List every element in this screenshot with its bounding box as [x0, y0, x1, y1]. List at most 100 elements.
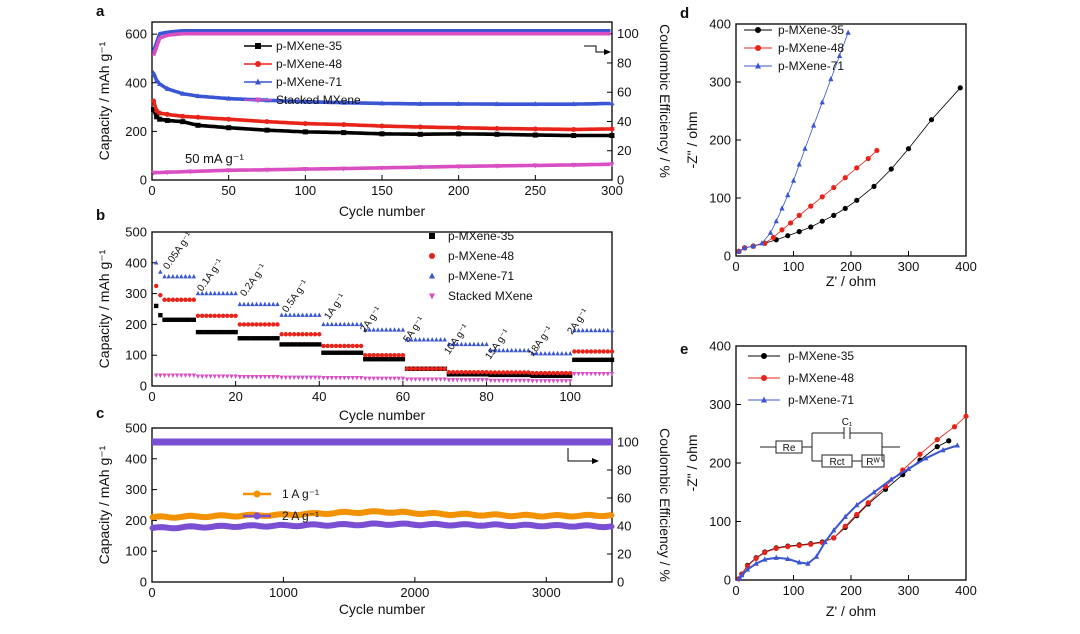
data-point-c-0 [149, 514, 155, 520]
data-point-b-3 [199, 374, 205, 379]
data-point-b-3 [392, 376, 397, 381]
data-point-b-1 [225, 313, 230, 318]
data-point-a-2 [379, 100, 385, 106]
efficiency-line-a [151, 31, 611, 57]
data-point-b-1 [179, 297, 184, 302]
data-point-b-1 [383, 353, 389, 358]
legend-label-d: p-MXene-71 [778, 59, 844, 73]
x-tick-label-a: 0 [148, 183, 155, 198]
data-point-b-2 [409, 337, 414, 342]
data-point-b-1 [475, 369, 481, 375]
data-point-b-3 [563, 379, 569, 384]
data-point-b-1 [325, 343, 330, 349]
data-point-b-3 [346, 375, 351, 381]
data-point-b-3 [400, 376, 406, 381]
data-point-b-2 [496, 347, 502, 353]
data-point-c-0 [182, 514, 188, 520]
data-point-c-1 [248, 523, 254, 529]
data-point-b-0 [363, 357, 368, 362]
data-point-b-1 [245, 322, 251, 327]
data-point-b-0 [279, 342, 284, 347]
x-tick-label-e: 200 [840, 583, 862, 598]
data-point-b-1 [229, 313, 234, 318]
x-axis-label-e: Z' / ohm [826, 603, 876, 619]
data-point-a-2 [302, 98, 308, 104]
data-point-a-2 [341, 99, 347, 105]
data-point-a-2 [226, 95, 232, 101]
data-point-b-0 [559, 373, 565, 379]
y2-tick-label-c: 80 [617, 463, 631, 478]
data-point-b-3 [266, 375, 272, 380]
data-point-b-2 [396, 327, 401, 332]
data-point-b-1 [199, 313, 205, 318]
data-point-b-0 [204, 329, 209, 335]
data-point-e-1 [854, 511, 860, 518]
data-point-a-3 [226, 168, 232, 174]
nyquist-line-d-0 [738, 87, 961, 252]
data-point-b-0 [283, 342, 289, 347]
data-point-d-0 [928, 117, 935, 123]
y2-axis-label-a: Coulombic Efficiency / % [657, 24, 673, 178]
data-point-b-3 [354, 375, 360, 381]
data-point-b-3 [333, 375, 339, 381]
data-point-b-3 [271, 375, 276, 380]
data-point-b-0 [220, 329, 226, 335]
data-point-b-2 [271, 301, 276, 307]
rate-label-b: 0.05A g⁻¹ [161, 230, 195, 272]
panel-label-b: b [96, 207, 105, 224]
data-point-b-2 [329, 321, 335, 327]
data-point-e-2 [842, 513, 848, 519]
x-tick-label-c: 3000 [532, 585, 561, 600]
data-point-b-1 [191, 297, 197, 302]
data-point-e-2 [831, 527, 837, 533]
legend-marker-e [761, 396, 767, 403]
x-tick-label-a: 250 [524, 183, 546, 198]
x-tick-label-e: 400 [955, 583, 977, 598]
legend-label-c: 2 A g⁻¹ [282, 509, 319, 523]
data-point-b-0 [383, 357, 389, 362]
data-point-c-1 [510, 522, 516, 528]
data-point-e-1 [963, 413, 969, 419]
data-point-b-1 [195, 313, 201, 318]
data-point-b-3 [429, 377, 435, 382]
data-point-b-2 [509, 347, 514, 353]
y-tick-label-c: 500 [125, 421, 147, 436]
data-point-d-2 [785, 192, 791, 198]
data-point-b-0 [237, 336, 243, 341]
x-tick-label-c: 1000 [269, 585, 298, 600]
y2-tick-label-c: 20 [617, 547, 631, 562]
data-point-b-0 [509, 372, 514, 378]
legend-label-b: p-MXene-71 [448, 269, 514, 283]
y-tick-label-b: 300 [125, 286, 147, 301]
y2-tick-label-a: 80 [617, 55, 631, 70]
data-point-b-3 [321, 375, 326, 381]
data-point-b-2 [547, 350, 552, 356]
data-point-b-1 [262, 322, 268, 327]
data-point-b-2 [505, 347, 510, 353]
data-point-a-2 [494, 101, 500, 107]
data-point-b-2 [559, 350, 565, 356]
data-point-b-2 [455, 341, 460, 347]
data-point-b-1 [321, 343, 326, 349]
data-point-b-1 [576, 349, 581, 354]
data-point-b-3 [237, 375, 243, 380]
data-point-b-1 [212, 313, 217, 318]
data-point-d-1 [788, 220, 794, 226]
data-point-b-2 [325, 321, 330, 327]
data-point-b-1 [455, 369, 460, 375]
data-point-a-2 [456, 100, 462, 106]
data-point-e-2 [888, 476, 894, 482]
data-point-b-3 [187, 373, 192, 378]
data-point-a-1 [302, 121, 308, 127]
data-point-b-2 [471, 341, 477, 347]
data-point-b-2 [542, 350, 548, 356]
data-point-b-2 [254, 301, 259, 307]
data-point-b-0 [358, 350, 364, 355]
data-point-e-2 [785, 555, 791, 562]
data-point-c-1 [445, 522, 451, 528]
data-point-b-3 [388, 376, 393, 381]
data-point-b-0 [597, 357, 602, 363]
data-point-e-1 [842, 523, 848, 529]
x-tick-label-b: 20 [228, 389, 242, 404]
data-point-b-0 [501, 372, 506, 378]
